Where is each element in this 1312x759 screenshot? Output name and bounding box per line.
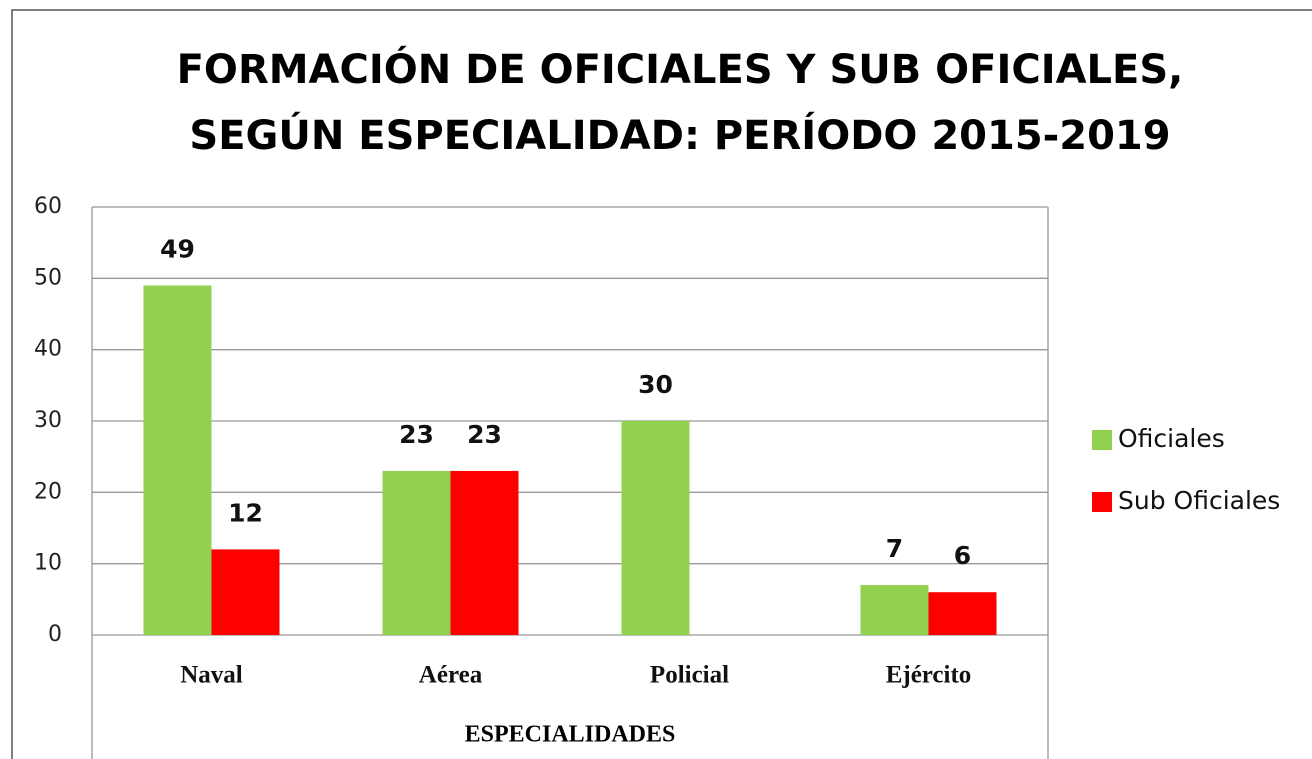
y-tick-label: 60	[34, 194, 62, 219]
data-label: 23	[467, 420, 502, 449]
chart-title: FORMACIÓN DE OFICIALES Y SUB OFICIALES, S…	[177, 45, 1184, 159]
legend-swatch	[1092, 430, 1112, 450]
data-label: 7	[886, 534, 903, 563]
bar	[621, 421, 690, 635]
y-tick-label: 0	[48, 622, 62, 647]
x-tick-label: Naval	[180, 662, 243, 689]
x-tick-label: Aérea	[419, 662, 483, 689]
x-axis-label: ESPECIALIDADES	[465, 722, 676, 748]
bar	[211, 549, 280, 635]
bar	[928, 592, 997, 635]
data-label: 6	[954, 541, 971, 570]
data-label: 23	[399, 420, 434, 449]
y-tick-label: 20	[34, 479, 62, 504]
x-tick-label: Policial	[650, 662, 729, 689]
bar	[143, 285, 212, 635]
data-label: 30	[638, 370, 673, 399]
x-tick-label: Ejército	[886, 662, 972, 689]
y-tick-label: 30	[34, 408, 62, 433]
data-label: 49	[160, 234, 195, 263]
legend-swatch	[1092, 492, 1112, 512]
bar	[860, 585, 929, 635]
y-tick-label: 10	[34, 551, 62, 576]
legend-label: Oficiales	[1118, 424, 1225, 453]
y-tick-label: 40	[34, 337, 62, 362]
bar	[450, 470, 519, 635]
y-tick-label: 50	[34, 265, 62, 290]
data-label: 12	[228, 498, 263, 527]
legend-label: Sub Oficiales	[1118, 486, 1280, 515]
bar	[382, 470, 451, 635]
